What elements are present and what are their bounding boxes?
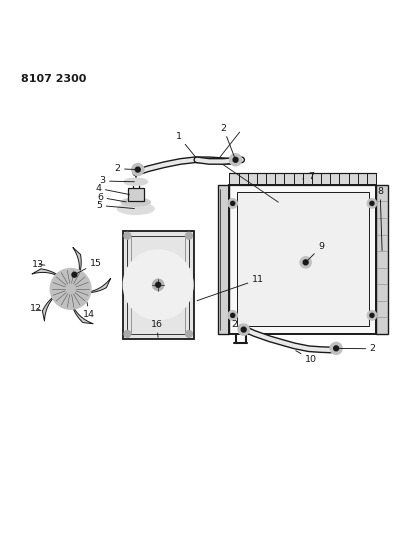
- Text: 16: 16: [151, 320, 162, 337]
- Circle shape: [233, 157, 237, 162]
- FancyBboxPatch shape: [375, 185, 387, 334]
- Text: 2: 2: [220, 124, 234, 158]
- Text: 8: 8: [376, 187, 382, 251]
- Circle shape: [229, 154, 241, 166]
- Text: 9: 9: [306, 243, 323, 261]
- Ellipse shape: [124, 178, 147, 185]
- Text: 8107 2300: 8107 2300: [21, 74, 86, 84]
- Text: 15: 15: [75, 259, 101, 274]
- FancyBboxPatch shape: [229, 173, 375, 185]
- Circle shape: [185, 232, 192, 239]
- Text: 1: 1: [175, 132, 196, 158]
- Text: 2: 2: [114, 164, 136, 173]
- FancyBboxPatch shape: [122, 231, 193, 339]
- Text: 14: 14: [83, 303, 95, 319]
- Circle shape: [155, 282, 160, 287]
- Text: 4: 4: [95, 184, 129, 195]
- Polygon shape: [32, 269, 66, 282]
- FancyBboxPatch shape: [218, 185, 229, 334]
- Circle shape: [72, 272, 76, 277]
- Text: 3: 3: [99, 176, 134, 185]
- Circle shape: [299, 257, 310, 268]
- Circle shape: [152, 279, 164, 290]
- Polygon shape: [78, 278, 110, 293]
- Circle shape: [329, 342, 342, 354]
- FancyBboxPatch shape: [236, 192, 368, 326]
- Circle shape: [124, 232, 131, 239]
- Circle shape: [124, 330, 131, 337]
- Circle shape: [227, 198, 237, 208]
- Circle shape: [131, 164, 144, 176]
- Circle shape: [366, 311, 376, 320]
- Text: 7: 7: [302, 172, 313, 181]
- FancyBboxPatch shape: [229, 185, 375, 334]
- Text: 6: 6: [97, 193, 126, 202]
- Circle shape: [366, 198, 376, 208]
- Circle shape: [369, 201, 373, 205]
- FancyBboxPatch shape: [127, 188, 144, 200]
- Text: 13: 13: [32, 260, 45, 269]
- Circle shape: [227, 311, 237, 320]
- Text: 5: 5: [96, 201, 134, 210]
- Text: 10: 10: [295, 351, 316, 364]
- Circle shape: [185, 330, 192, 337]
- Circle shape: [240, 327, 245, 332]
- Circle shape: [230, 313, 234, 318]
- Circle shape: [333, 346, 338, 351]
- Polygon shape: [70, 297, 93, 324]
- Text: 11: 11: [197, 275, 263, 301]
- Circle shape: [303, 260, 307, 265]
- Text: 2: 2: [231, 320, 242, 329]
- Polygon shape: [73, 247, 81, 282]
- Circle shape: [123, 250, 192, 319]
- Circle shape: [369, 313, 373, 318]
- Circle shape: [237, 324, 249, 335]
- Ellipse shape: [117, 203, 154, 214]
- Text: 2: 2: [337, 344, 375, 353]
- Polygon shape: [42, 291, 63, 321]
- Circle shape: [230, 201, 234, 205]
- Circle shape: [135, 167, 140, 172]
- Text: 12: 12: [30, 303, 42, 312]
- Ellipse shape: [121, 198, 150, 206]
- Circle shape: [50, 269, 91, 309]
